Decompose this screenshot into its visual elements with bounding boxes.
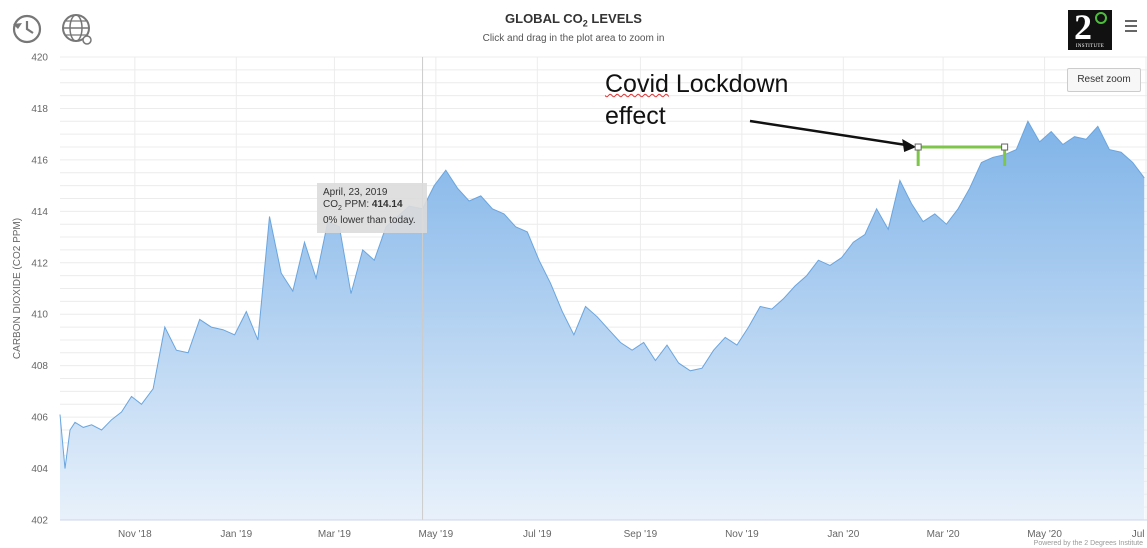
x-tick-label: Mar '19 (318, 529, 351, 540)
credit-text: Powered by the 2 Degrees Institute (1033, 540, 1143, 547)
annotation-arrow-line (749, 119, 907, 147)
y-tick-label: 416 (31, 155, 48, 166)
title-subscript: 2 (582, 18, 588, 29)
x-tick-label: Sep '19 (624, 529, 658, 540)
y-tick-label: 410 (31, 310, 48, 321)
institute-logo: 2 INSTITUTE (1068, 7, 1112, 50)
logo-number: 2 (1074, 7, 1092, 47)
y-tick-label: 418 (31, 104, 48, 115)
y-tick-label: 420 (31, 53, 48, 64)
x-tick-label: Nov '18 (118, 529, 152, 540)
y-axis-label-text: CARBON DIOXIDE (CO2 PPM) (12, 218, 23, 359)
x-tick-label: May '20 (1027, 529, 1062, 540)
tooltip-value: 414.14 (371, 199, 403, 210)
logo-degree-icon (1095, 12, 1107, 24)
tooltip-label-subscript: 2 (338, 205, 342, 212)
x-tick-label: Jan '19 (220, 529, 252, 540)
globe-icon[interactable] (60, 12, 94, 46)
annotation-text: Covid Lockdown effect (605, 68, 845, 132)
x-tick-label: May '19 (419, 529, 454, 540)
y-tick-label: 404 (31, 464, 48, 475)
y-tick-label: 412 (31, 258, 48, 269)
y-tick-label: 408 (31, 361, 48, 372)
x-tick-label: Jan '20 (827, 529, 859, 540)
x-tick-label: Mar '20 (927, 529, 960, 540)
annotation-bracket (916, 145, 1007, 167)
bracket-handle-right (1001, 143, 1009, 151)
menu-bar (1125, 25, 1137, 27)
x-tick-label: Jul '20 (1132, 529, 1147, 540)
tooltip-label-suffix: PPM: (341, 199, 372, 210)
x-tick-label: Jul '19 (523, 529, 552, 540)
tooltip: April, 23, 2019 CO2 PPM: 414.14 0% lower… (317, 183, 427, 233)
annotation-line1-rest: Lockdown (668, 70, 789, 98)
y-tick-label: 414 (31, 207, 48, 218)
tooltip-value-line: CO2 PPM: 414.14 (323, 199, 421, 215)
tooltip-compare: 0% lower than today. (323, 215, 416, 226)
menu-bar (1125, 30, 1137, 32)
annotation-word-covid: Covid (605, 70, 669, 98)
annotation-line2: effect (605, 102, 666, 130)
x-axis: Nov '18 Jan '19 Mar '19 May '19 Jul '19 Sep '… (118, 529, 1147, 540)
reset-zoom-button[interactable]: Reset zoom (1067, 68, 1141, 92)
menu-icon[interactable] (1125, 20, 1137, 34)
chart-title: GLOBAL CO2 LEVELS (0, 11, 1147, 29)
title-suffix: LEVELS (587, 11, 642, 26)
annotation-layer (749, 119, 1009, 167)
menu-bar (1125, 20, 1137, 22)
x-tick-label: Nov '19 (725, 529, 759, 540)
logo-caption: INSTITUTE (1075, 44, 1105, 49)
history-icon[interactable] (10, 12, 44, 46)
title-prefix: GLOBAL CO (505, 11, 583, 26)
tooltip-label-prefix: CO (323, 199, 338, 210)
area-layer (59, 120, 1145, 521)
annotation-line1: Covid Lockdown (605, 68, 845, 100)
y-tick-label: 402 (31, 516, 48, 527)
series-area (60, 121, 1145, 521)
y-tick-label: 406 (31, 413, 48, 424)
bracket-handle-left (914, 143, 922, 151)
y-axis: 402 404 406 408 410 412 414 416 418 420 (31, 53, 1147, 527)
y-axis-label: CARBON DIOXIDE (CO2 PPM) (12, 218, 23, 359)
chart-subtitle: Click and drag in the plot area to zoom … (482, 33, 665, 44)
annotation-arrow-head (902, 139, 917, 153)
tooltip-date: April, 23, 2019 (323, 187, 388, 198)
